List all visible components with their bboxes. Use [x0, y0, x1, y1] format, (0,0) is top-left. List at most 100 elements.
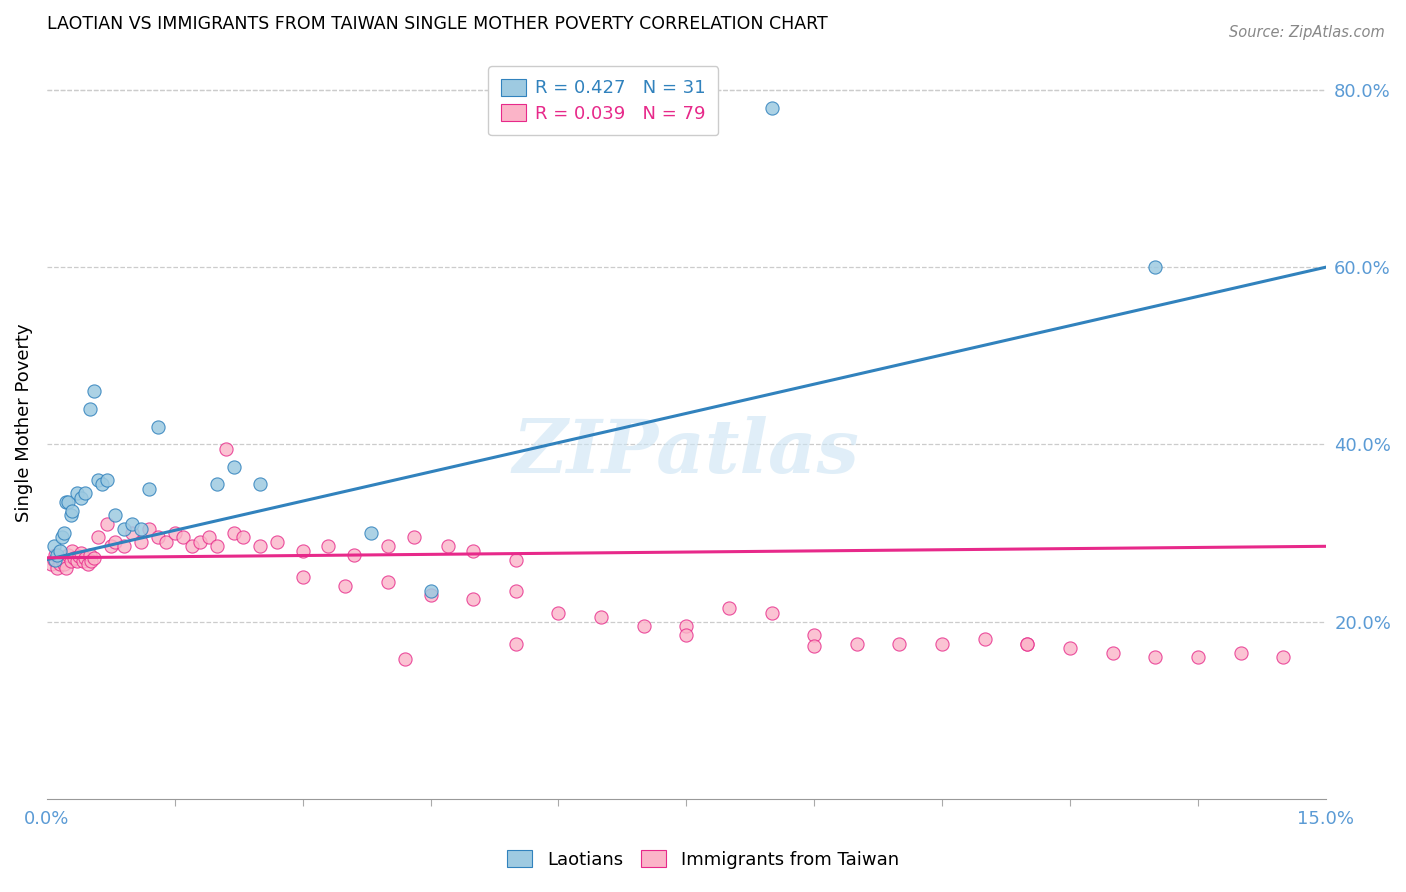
Point — [96, 517, 118, 532]
Point — [505, 637, 527, 651]
Point — [62, 504, 84, 518]
Point — [58, 548, 80, 562]
Point — [803, 640, 825, 654]
Point — [91, 477, 114, 491]
Point — [112, 522, 135, 536]
Point — [591, 610, 613, 624]
Point — [973, 632, 995, 647]
Point — [129, 522, 152, 536]
Point — [1059, 641, 1081, 656]
Point — [121, 517, 143, 532]
Point — [761, 606, 783, 620]
Point — [266, 534, 288, 549]
Point — [48, 543, 70, 558]
Point — [845, 637, 868, 651]
Point — [291, 543, 314, 558]
Point — [51, 552, 73, 566]
Point — [70, 545, 93, 559]
Point — [232, 531, 254, 545]
Point — [129, 534, 152, 549]
Point — [1229, 646, 1251, 660]
Point — [505, 583, 527, 598]
Point — [190, 534, 212, 549]
Point — [180, 539, 202, 553]
Point — [931, 637, 953, 651]
Point — [146, 419, 169, 434]
Point — [377, 574, 399, 589]
Point — [87, 531, 110, 545]
Point — [104, 534, 127, 549]
Point — [83, 384, 105, 399]
Point — [163, 526, 186, 541]
Point — [42, 552, 65, 566]
Point — [505, 552, 527, 566]
Point — [62, 543, 84, 558]
Point — [419, 588, 441, 602]
Point — [46, 561, 69, 575]
Point — [215, 442, 238, 456]
Text: LAOTIAN VS IMMIGRANTS FROM TAIWAN SINGLE MOTHER POVERTY CORRELATION CHART: LAOTIAN VS IMMIGRANTS FROM TAIWAN SINGLE… — [46, 15, 828, 33]
Point — [1144, 260, 1167, 275]
Point — [112, 539, 135, 553]
Point — [72, 554, 94, 568]
Point — [146, 531, 169, 545]
Point — [79, 548, 101, 562]
Point — [436, 539, 458, 553]
Point — [100, 539, 122, 553]
Point — [121, 526, 143, 541]
Point — [67, 549, 90, 563]
Point — [59, 554, 82, 568]
Point — [52, 526, 75, 541]
Point — [207, 539, 229, 553]
Point — [51, 531, 73, 545]
Point — [207, 477, 229, 491]
Point — [1101, 646, 1123, 660]
Point — [48, 557, 70, 571]
Point — [172, 531, 194, 545]
Point — [75, 550, 97, 565]
Point — [633, 619, 655, 633]
Point — [42, 539, 65, 553]
Point — [761, 101, 783, 115]
Point — [249, 477, 271, 491]
Point — [803, 628, 825, 642]
Point — [66, 554, 89, 568]
Point — [360, 526, 382, 541]
Point — [52, 557, 75, 571]
Point — [1187, 650, 1209, 665]
Point — [1272, 650, 1295, 665]
Point — [104, 508, 127, 523]
Point — [335, 579, 357, 593]
Point — [547, 606, 569, 620]
Point — [87, 473, 110, 487]
Point — [394, 652, 416, 666]
Point — [291, 570, 314, 584]
Point — [1144, 650, 1167, 665]
Point — [75, 486, 97, 500]
Point — [55, 561, 77, 575]
Point — [44, 552, 66, 566]
Point — [343, 548, 366, 562]
Point — [1017, 637, 1039, 651]
Point — [58, 495, 80, 509]
Legend: Laotians, Immigrants from Taiwan: Laotians, Immigrants from Taiwan — [501, 843, 905, 876]
Point — [80, 554, 103, 568]
Y-axis label: Single Mother Poverty: Single Mother Poverty — [15, 323, 32, 522]
Point — [224, 459, 246, 474]
Point — [66, 486, 89, 500]
Point — [224, 526, 246, 541]
Point — [377, 539, 399, 553]
Point — [70, 491, 93, 505]
Point — [402, 531, 425, 545]
Point — [39, 557, 62, 571]
Point — [138, 482, 160, 496]
Point — [59, 508, 82, 523]
Point — [138, 522, 160, 536]
Point — [675, 619, 697, 633]
Text: ZIPatlas: ZIPatlas — [513, 417, 860, 489]
Point — [1017, 637, 1039, 651]
Point — [463, 543, 485, 558]
Point — [249, 539, 271, 553]
Point — [44, 548, 66, 562]
Point — [419, 583, 441, 598]
